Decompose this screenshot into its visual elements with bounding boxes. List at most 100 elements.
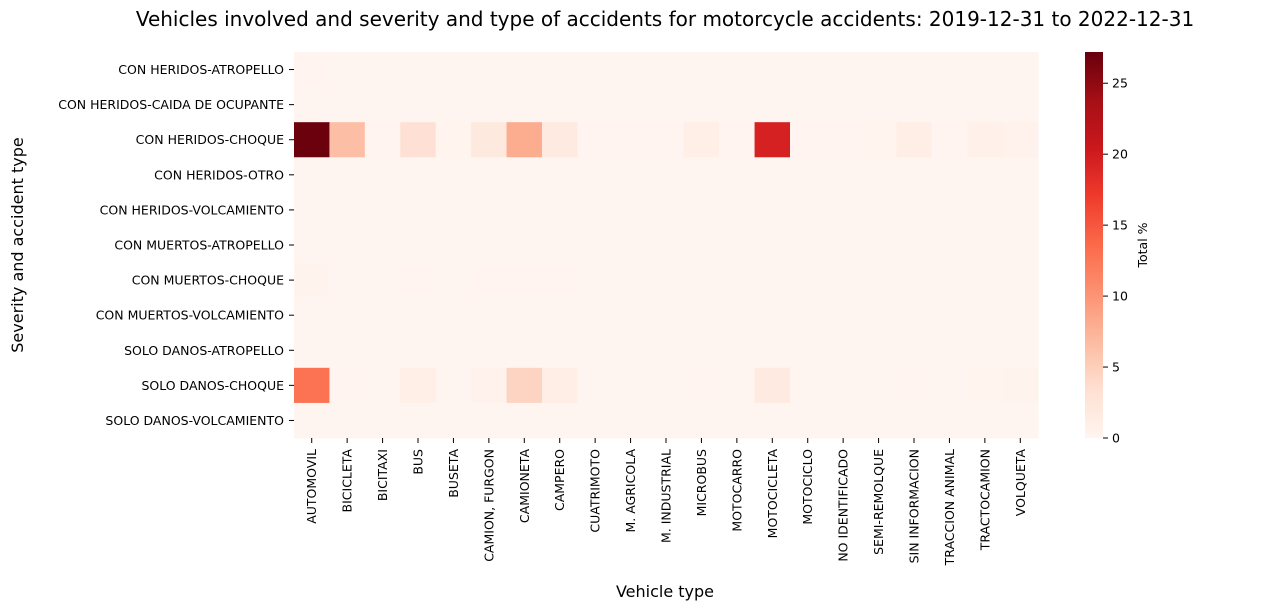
heatmap-cell (364, 262, 401, 299)
heatmap-cell (400, 122, 437, 158)
heatmap-cell (1002, 402, 1039, 439)
heatmap-cell (435, 157, 472, 193)
heatmap-cell (683, 402, 720, 439)
heatmap-cell (754, 332, 791, 369)
heatmap-cell (400, 192, 437, 228)
heatmap-cell (364, 122, 401, 158)
y-tick-label: SOLO DANOS-VOLCAMIENTO (105, 413, 284, 428)
y-tick-label: CON HERIDOS-OTRO (154, 167, 284, 182)
heatmap-cell (825, 367, 862, 404)
heatmap-cell (825, 227, 862, 264)
heatmap-cell (329, 122, 366, 158)
heatmap-cell (542, 367, 578, 404)
heatmap-cell (612, 192, 649, 228)
heatmap-cell (931, 227, 968, 264)
heatmap-cell (577, 367, 614, 404)
heatmap-cell (400, 332, 437, 369)
heatmap-cell (506, 262, 543, 299)
heatmap-cell (683, 157, 720, 193)
heatmap-cell (790, 332, 826, 369)
heatmap-cell (542, 157, 578, 193)
heatmap-cell (719, 402, 756, 439)
heatmap-cell (790, 262, 826, 299)
heatmap-cell (1002, 122, 1039, 158)
heatmap-cell (294, 402, 330, 439)
heatmap-cell (1002, 262, 1039, 299)
x-tick-label: BICITAXI (375, 449, 390, 501)
heatmap-cell (860, 262, 897, 299)
heatmap-cell (435, 52, 472, 88)
heatmap-cell (471, 297, 508, 334)
heatmap-cell (329, 402, 366, 439)
colorbar-tick-label: 20 (1112, 147, 1128, 162)
heatmap-cell (577, 192, 614, 228)
heatmap-cell (329, 227, 366, 264)
heatmap-cell (471, 87, 508, 123)
heatmap-cell (754, 227, 791, 264)
heatmap-cell (860, 157, 897, 193)
heatmap-cell (648, 297, 685, 334)
y-tick-label: SOLO DANOS-CHOQUE (141, 378, 284, 393)
heatmap-cell (896, 192, 933, 228)
heatmap-cell (648, 192, 685, 228)
heatmap-cell (860, 192, 897, 228)
heatmap-cell (542, 192, 578, 228)
heatmap-cell (1002, 367, 1039, 404)
colorbar-tick-label: 0 (1112, 431, 1120, 446)
heatmap-cell (719, 122, 756, 158)
heatmap-cell (364, 402, 401, 439)
heatmap-cell (719, 157, 756, 193)
heatmap-cell (719, 262, 756, 299)
y-tick-label: CON HERIDOS-ATROPELLO (118, 62, 284, 77)
heatmap-cell (364, 332, 401, 369)
heatmap-cell (683, 367, 720, 404)
y-tick-label: CON MUERTOS-ATROPELLO (114, 238, 284, 253)
heatmap-cell (931, 157, 968, 193)
heatmap-cell (364, 367, 401, 404)
heatmap-cell (364, 297, 401, 334)
heatmap-cell (329, 87, 366, 123)
x-tick-label: CUATRIMOTO (588, 449, 603, 533)
heatmap-cell (435, 332, 472, 369)
heatmap-cell (825, 157, 862, 193)
heatmap-cell (754, 297, 791, 334)
heatmap-cell (825, 332, 862, 369)
heatmap-cell (1002, 157, 1039, 193)
heatmap-cell (931, 332, 968, 369)
heatmap-cell (967, 52, 1004, 88)
y-tick-label: CON HERIDOS-CAIDA DE OCUPANTE (58, 97, 284, 112)
heatmap-cell (931, 52, 968, 88)
heatmap-cell (967, 402, 1004, 439)
heatmap-cell (683, 332, 720, 369)
heatmap-cell (719, 227, 756, 264)
heatmap-cell (931, 297, 968, 334)
heatmap-cell (400, 402, 437, 439)
heatmap-cell (1002, 192, 1039, 228)
heatmap-cell (364, 87, 401, 123)
heatmap-cell (896, 262, 933, 299)
heatmap-cell (471, 262, 508, 299)
heatmap-cell (931, 87, 968, 123)
heatmap-cell (683, 122, 720, 158)
colorbar-tick-label: 15 (1112, 218, 1128, 233)
heatmap-cell (329, 332, 366, 369)
heatmap-cell (754, 367, 791, 404)
heatmap-cell (896, 227, 933, 264)
x-axis-ticks: AUTOMOVIL BICICLETA BICITAXI BUS BUSETA CAMIO… (304, 438, 1028, 566)
heatmap-cell (719, 367, 756, 404)
colorbar-tick-label: 10 (1112, 289, 1128, 304)
heatmap-cell (790, 227, 826, 264)
heatmap-cell (931, 122, 968, 158)
heatmap-cell (294, 297, 330, 334)
heatmap-cell (931, 262, 968, 299)
heatmap-cell (542, 122, 578, 158)
x-tick-label: SEMI-REMOLQUE (871, 449, 886, 555)
heatmap-cell (542, 52, 578, 88)
colorbar-label: Total % (1135, 222, 1150, 268)
heatmap-cell (294, 367, 330, 404)
heatmap-cell (506, 297, 543, 334)
heatmap-cell (648, 87, 685, 123)
heatmap-cell (506, 122, 543, 158)
x-tick-label: MOTOCICLO (800, 449, 815, 525)
heatmap-cell (400, 262, 437, 299)
